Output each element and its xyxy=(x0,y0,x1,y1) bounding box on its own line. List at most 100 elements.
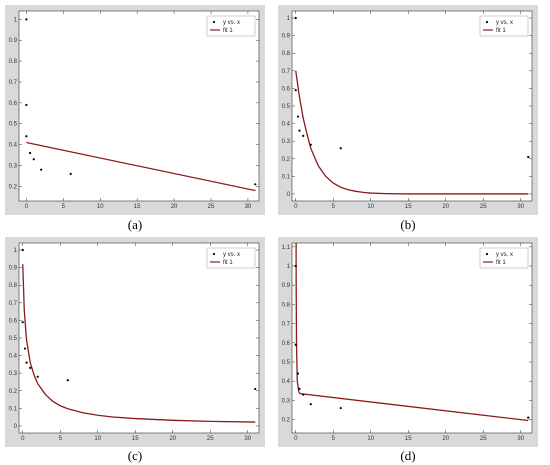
x-tick-label: 30 xyxy=(244,436,251,442)
data-point xyxy=(302,134,305,138)
y-tick-label: 0.3 xyxy=(282,398,291,404)
x-tick-label: 0 xyxy=(25,204,29,210)
data-point xyxy=(21,248,24,252)
plot-area xyxy=(18,10,260,202)
legend-box xyxy=(206,15,256,37)
chart-panel-b: 0 5 10 15 20 25 30 0 0.1 0.2 0.3 0.4 0.5 0.6 0.7 0.8 0.9… xyxy=(278,5,538,215)
data-point xyxy=(296,372,300,375)
y-tick-label: 1 xyxy=(14,248,18,254)
y-tick-label: 0.2 xyxy=(9,184,18,190)
x-tick-label: 25 xyxy=(480,436,487,442)
y-tick-label: 0.1 xyxy=(9,406,18,412)
x-tick-label: 10 xyxy=(367,436,374,442)
y-tick-label: 0.4 xyxy=(282,122,291,128)
data-point xyxy=(29,366,32,370)
y-tick-label: 0.3 xyxy=(9,371,18,377)
data-point xyxy=(40,168,43,171)
x-axis: 0 5 10 15 20 25 30 xyxy=(21,243,252,442)
data-points xyxy=(294,16,530,159)
chart-svg-a: 0 5 10 15 20 25 30 0.2 0.3 0.4 0.5 0.6 0.7 0.8 0.9 1 y v… xyxy=(5,5,265,215)
y-tick-label: 0.8 xyxy=(282,302,291,308)
legend-box xyxy=(479,15,529,37)
data-point xyxy=(66,379,69,382)
plot-area xyxy=(291,10,533,202)
data-point xyxy=(339,147,342,150)
y-tick-label: 0 xyxy=(287,192,291,198)
x-tick-label: 0 xyxy=(294,436,298,442)
y-tick-label: 1 xyxy=(14,17,18,23)
x-tick-label: 15 xyxy=(132,436,139,442)
chart-svg-d: 0 5 10 15 20 25 30 0.2 0.3 0.4 0.5 0.6 0.7 0.8 0.9 1 1.1… xyxy=(278,237,538,447)
legend: y vs. x fit 1 xyxy=(479,15,529,37)
caption-a: (a) xyxy=(127,217,143,232)
legend-marker-points xyxy=(485,20,489,24)
legend-label-points: y vs. x xyxy=(496,20,513,26)
y-tick-label: 0.9 xyxy=(282,283,291,289)
legend-box xyxy=(479,247,529,269)
legend: y vs. x fit 1 xyxy=(206,15,256,37)
x-tick-label: 15 xyxy=(405,436,412,442)
y-tick-label: 0.4 xyxy=(282,379,291,385)
caption-d: (d) xyxy=(400,448,416,463)
legend-label-fit: fit 1 xyxy=(496,260,506,266)
x-tick-label: 25 xyxy=(207,436,214,442)
y-tick-label: 0 xyxy=(14,424,18,430)
legend-marker-points xyxy=(212,20,216,24)
x-tick-label: 10 xyxy=(94,436,101,442)
x-tick-label: 15 xyxy=(134,204,141,210)
data-point xyxy=(21,321,24,324)
data-point xyxy=(25,361,28,364)
data-point xyxy=(309,143,312,146)
legend-label-fit: fit 1 xyxy=(223,260,233,266)
y-tick-label: 0.4 xyxy=(9,143,18,149)
y-tick-label: 0.6 xyxy=(282,86,291,92)
y-tick-label: 0.2 xyxy=(282,418,291,424)
data-point xyxy=(296,115,300,118)
y-tick-label: 1.1 xyxy=(282,245,291,251)
y-tick-label: 0.2 xyxy=(282,157,291,163)
fit-line xyxy=(26,141,256,192)
chart-panel-d: 0 5 10 15 20 25 30 0.2 0.3 0.4 0.5 0.6 0.7 0.8 0.9 1 1.1… xyxy=(278,237,538,447)
legend-label-fit: fit 1 xyxy=(496,28,506,34)
x-tick-label: 20 xyxy=(169,436,176,442)
data-point xyxy=(254,183,257,186)
y-tick-label: 0.6 xyxy=(9,101,18,107)
data-point xyxy=(294,89,297,92)
data-point xyxy=(294,264,297,268)
data-point xyxy=(25,103,28,107)
x-tick-label: 10 xyxy=(367,204,374,210)
data-point xyxy=(298,129,301,132)
y-tick-label: 0.3 xyxy=(282,139,291,145)
y-tick-label: 0.9 xyxy=(282,34,291,40)
y-axis: 0 0.1 0.2 0.3 0.4 0.5 0.6 0.7 0.8 0.9 1 xyxy=(282,16,532,198)
legend-label-points: y vs. x xyxy=(223,20,240,26)
legend-marker-points xyxy=(485,252,489,256)
y-tick-label: 0.9 xyxy=(9,266,18,272)
data-point xyxy=(36,375,39,378)
legend-marker-points xyxy=(212,252,216,256)
y-tick-label: 0.6 xyxy=(282,341,291,347)
y-tick-label: 0.5 xyxy=(9,122,18,128)
data-point xyxy=(28,151,32,155)
legend: y vs. x fit 1 xyxy=(206,247,256,269)
data-points xyxy=(21,248,257,391)
x-tick-label: 5 xyxy=(62,204,66,210)
x-tick-label: 30 xyxy=(517,436,524,442)
legend-label-points: y vs. x xyxy=(223,252,240,258)
data-point xyxy=(23,347,27,350)
fit-line xyxy=(22,264,256,423)
data-point xyxy=(25,18,28,21)
y-tick-label: 0.8 xyxy=(9,59,18,65)
data-point xyxy=(294,16,297,20)
x-tick-label: 5 xyxy=(332,204,336,210)
x-tick-label: 5 xyxy=(59,436,63,442)
y-tick-label: 0.1 xyxy=(282,174,291,180)
chart-panel-c: 0 5 10 15 20 25 30 0 0.1 0.2 0.3 0.4 0.5 0.6 0.7 0.8 0.9… xyxy=(5,237,265,447)
x-tick-label: 15 xyxy=(405,204,412,210)
y-tick-label: 1 xyxy=(287,264,291,270)
x-tick-label: 5 xyxy=(332,436,336,442)
y-tick-label: 0.5 xyxy=(282,360,291,366)
x-tick-label: 20 xyxy=(442,204,449,210)
chart-svg-b: 0 5 10 15 20 25 30 0 0.1 0.2 0.3 0.4 0.5 0.6 0.7 0.8 0.9… xyxy=(278,5,538,215)
y-tick-label: 0.5 xyxy=(282,104,291,110)
